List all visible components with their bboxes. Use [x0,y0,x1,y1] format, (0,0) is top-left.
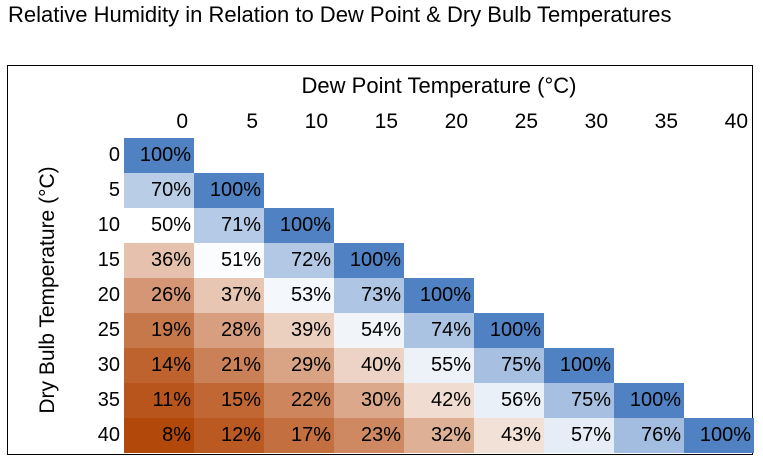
heatmap-cell: 40% [334,348,404,383]
heatmap-cell: 14% [124,348,194,383]
heatmap-cell: 39% [264,313,334,348]
heatmap-cell: 53% [264,278,334,313]
x-tick-label: 25 [514,110,538,133]
heatmap-cell: 70% [124,173,194,208]
heatmap-cell: 100% [124,138,194,173]
heatmap-cell: 28% [194,313,264,348]
heatmap-cell: 23% [334,418,404,453]
y-tick-label: 15 [97,249,120,271]
heatmap-cell: 50% [124,208,194,243]
heatmap-cell: 37% [194,278,264,313]
heatmap-cell: 73% [334,278,404,313]
heatmap-cell: 76% [614,418,684,453]
heatmap-cell: 32% [404,418,474,453]
y-tick-label: 25 [97,319,120,341]
heatmap-cell: 100% [544,348,614,383]
heatmap-cell: 51% [194,243,264,278]
chart-title: Relative Humidity in Relation to Dew Poi… [8,2,672,27]
heatmap-cell: 100% [404,278,474,313]
heatmap-cell: 75% [474,348,544,383]
heatmap-cell: 100% [684,418,754,453]
y-tick-label: 30 [97,354,120,376]
heatmap-cell: 29% [264,348,334,383]
heatmap-cell: 11% [124,383,194,418]
y-tick-label: 0 [108,144,120,166]
y-tick-label: 20 [97,284,120,306]
x-tick-label: 5 [246,110,258,133]
x-axis-label: Dew Point Temperature (°C) [301,73,577,98]
y-tick-label: 40 [97,424,120,446]
heatmap-cell: 12% [194,418,264,453]
heatmap-cell: 43% [474,418,544,453]
heatmap-cell: 74% [404,313,474,348]
heatmap-cell: 100% [194,173,264,208]
y-axis-label: Dry Bulb Temperature (°C) [36,166,59,414]
x-tick-label: 30 [584,110,608,133]
heatmap-cell: 100% [334,243,404,278]
chart-frame [7,65,753,455]
heatmap-cell: 75% [544,383,614,418]
heatmap-cell: 42% [404,383,474,418]
heatmap-cell: 100% [264,208,334,243]
heatmap-cell: 57% [544,418,614,453]
y-tick-label: 10 [97,214,120,236]
y-tick-label: 5 [108,179,120,201]
heatmap-cell: 56% [474,383,544,418]
x-tick-label: 10 [304,110,328,133]
y-tick-label: 35 [97,389,120,411]
heatmap-cell: 100% [474,313,544,348]
x-tick-label: 0 [176,110,188,133]
heatmap-cell: 17% [264,418,334,453]
heatmap-cell: 30% [334,383,404,418]
heatmap-cell: 21% [194,348,264,383]
heatmap-cell: 36% [124,243,194,278]
heatmap-cell: 15% [194,383,264,418]
heatmap-cell: 72% [264,243,334,278]
x-tick-label: 35 [654,110,678,133]
x-tick-label: 20 [444,110,468,133]
heatmap-cell: 55% [404,348,474,383]
heatmap-cell: 54% [334,313,404,348]
heatmap-cell: 19% [124,313,194,348]
heatmap-cell: 26% [124,278,194,313]
heatmap-cell: 8% [124,418,194,453]
heatmap-cell: 100% [614,383,684,418]
x-tick-label: 40 [724,110,748,133]
heatmap-cell: 71% [194,208,264,243]
heatmap-cell: 22% [264,383,334,418]
x-tick-label: 15 [374,110,398,133]
